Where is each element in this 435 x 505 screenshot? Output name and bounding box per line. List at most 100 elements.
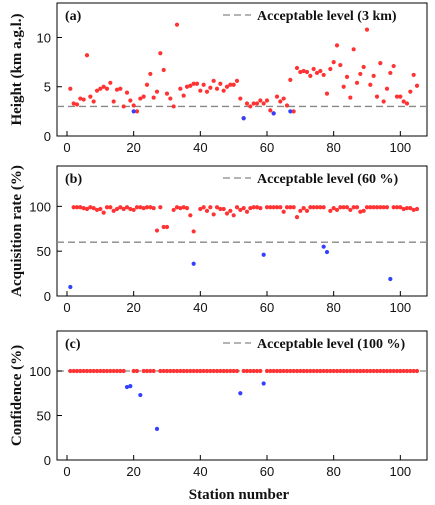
data-point: [284, 205, 290, 210]
data-point: [391, 63, 396, 69]
data-point: [124, 90, 130, 95]
data-point: [314, 70, 320, 76]
data-point: [91, 99, 96, 104]
data-point: [81, 97, 86, 102]
data-point: [404, 368, 410, 374]
data-point: [88, 94, 93, 99]
data-point: [328, 208, 333, 213]
data-point: [294, 368, 300, 374]
data-point: [164, 368, 170, 374]
data-point-below-threshold: [138, 392, 143, 398]
y-tick-label: 0: [44, 289, 51, 304]
data-point: [358, 209, 363, 214]
data-point: [291, 205, 296, 210]
data-point: [88, 368, 93, 374]
data-point: [388, 70, 393, 76]
data-point: [198, 368, 203, 374]
data-point: [138, 96, 143, 101]
data-point: [374, 368, 380, 374]
data-point: [204, 368, 210, 374]
data-point: [301, 68, 306, 74]
data-point: [148, 71, 153, 77]
data-point: [308, 205, 313, 210]
data-point: [244, 209, 250, 214]
data-point: [184, 84, 190, 89]
data-point: [334, 207, 340, 213]
data-point: [408, 89, 413, 94]
data-point: [258, 368, 263, 374]
data-point: [268, 108, 273, 113]
data-point: [104, 86, 110, 91]
data-point: [191, 229, 196, 234]
data-point: [218, 81, 223, 86]
data-point: [354, 80, 360, 85]
data-point: [181, 368, 186, 374]
data-point: [241, 368, 246, 374]
data-point: [191, 368, 196, 374]
data-point: [414, 83, 420, 88]
data-point: [278, 99, 283, 104]
data-point: [204, 89, 210, 94]
data-point: [254, 101, 260, 106]
data-point-below-threshold: [238, 391, 243, 396]
data-point: [211, 212, 216, 217]
data-point: [211, 78, 216, 83]
data-point: [348, 368, 353, 374]
data-point: [374, 94, 380, 99]
data-point: [148, 368, 153, 374]
data-point: [111, 99, 116, 104]
data-point: [231, 368, 236, 374]
data-point: [168, 368, 173, 374]
data-point: [318, 68, 323, 74]
data-point: [124, 205, 130, 210]
data-point: [131, 368, 136, 374]
data-point: [221, 368, 226, 374]
data-point: [298, 69, 303, 75]
data-point: [204, 208, 210, 213]
data-point: [354, 205, 360, 210]
data-point: [288, 205, 293, 210]
x-tick-label: 0: [63, 300, 70, 315]
data-point: [151, 95, 156, 100]
data-point: [161, 224, 166, 230]
data-point: [194, 368, 200, 374]
data-point: [131, 103, 136, 108]
data-point: [71, 368, 76, 374]
data-point: [228, 208, 233, 213]
data-point: [218, 368, 223, 374]
data-point: [248, 368, 253, 374]
data-point: [264, 368, 270, 374]
panel-c: 0 20 40 60 80 100 0 50 100 (c) Acceptable level (1…: [9, 330, 428, 479]
data-point: [78, 205, 83, 210]
data-point: [98, 86, 103, 91]
data-point: [294, 215, 300, 220]
data-point: [238, 96, 243, 101]
data-point: [221, 88, 226, 93]
data-point: [334, 43, 340, 48]
data-point: [361, 208, 366, 213]
data-point: [101, 210, 106, 215]
data-point: [151, 368, 156, 374]
data-point: [291, 109, 296, 114]
data-point: [68, 86, 73, 91]
data-point: [88, 205, 93, 210]
data-point: [248, 206, 253, 211]
data-point: [171, 368, 176, 374]
data-point: [338, 368, 343, 374]
data-point: [118, 86, 123, 91]
data-point: [368, 205, 373, 210]
data-point: [338, 205, 343, 210]
data-point: [201, 205, 206, 210]
panel-label: (a): [65, 9, 82, 24]
data-point: [321, 72, 326, 78]
data-point: [171, 207, 176, 213]
data-point: [328, 66, 333, 72]
data-point: [278, 205, 283, 210]
data-point: [154, 228, 160, 233]
data-point-below-threshold: [154, 426, 160, 431]
data-point: [74, 102, 80, 107]
data-point: [84, 53, 90, 58]
data-point: [361, 64, 366, 70]
data-point: [371, 73, 376, 79]
